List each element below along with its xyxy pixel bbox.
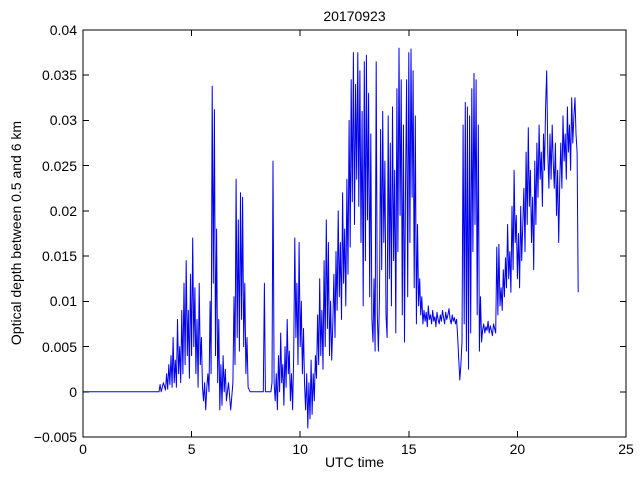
- x-tick-label: 20: [509, 441, 526, 457]
- x-tick-label: 5: [187, 441, 196, 457]
- y-tick-label: 0: [69, 383, 77, 400]
- y-tick-label: 0.03: [49, 112, 77, 129]
- x-axis-label: UTC time: [324, 454, 385, 470]
- y-tick-label: 0.015: [41, 248, 77, 265]
- chart-title: 20170923: [323, 8, 386, 24]
- y-tick-label: 0.04: [49, 22, 77, 38]
- y-tick-label: 0.025: [41, 157, 77, 174]
- x-tick-label: 15: [401, 441, 417, 457]
- y-tick-label: 0.01: [49, 293, 77, 310]
- y-tick-label: −0.005: [33, 429, 77, 445]
- x-tick-label: 10: [292, 441, 308, 457]
- y-tick-label: 0.02: [49, 202, 77, 219]
- axes-box: [82, 29, 627, 438]
- x-tick-label: 0: [79, 441, 87, 457]
- y-tick-label: 0.035: [41, 67, 77, 84]
- y-tick-label: 0.005: [41, 338, 77, 355]
- data-line: [83, 47, 579, 429]
- x-tick-label: 25: [618, 441, 634, 457]
